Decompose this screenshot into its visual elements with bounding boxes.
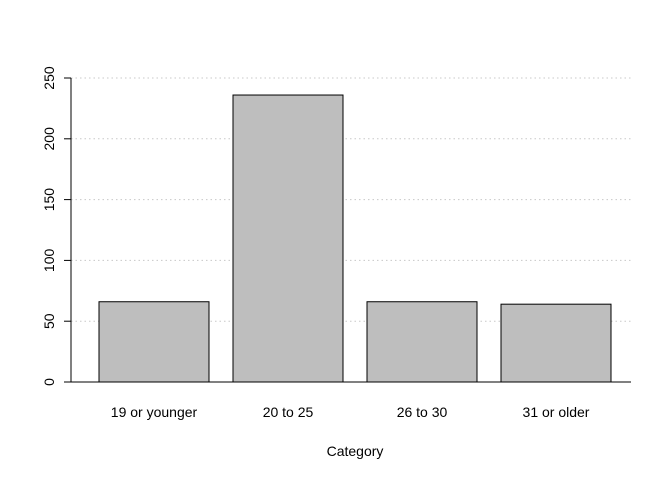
x-axis-title: Category: [327, 443, 384, 459]
y-axis: 0 50 100 150 200 250: [41, 66, 72, 386]
bar: [366, 301, 478, 383]
y-tick-label: 0: [41, 378, 57, 386]
x-tick-label: 31 or older: [523, 404, 590, 420]
y-tick-label: 100: [41, 249, 57, 273]
y-tick-label: 50: [41, 313, 57, 329]
bars: [98, 94, 612, 383]
x-tick-label: 20 to 25: [263, 404, 314, 420]
x-tick-label: 26 to 30: [397, 404, 448, 420]
bar: [98, 301, 210, 383]
y-tick-label: 250: [41, 66, 57, 90]
bar: [232, 94, 344, 383]
y-tick-label: 150: [41, 188, 57, 212]
gridlines: [71, 77, 631, 322]
bar: [500, 303, 612, 383]
x-tick-label: 19 or younger: [111, 404, 198, 420]
y-tick-label: 200: [41, 127, 57, 151]
x-axis: 19 or younger 20 to 25 26 to 30 31 or older: [71, 381, 631, 420]
